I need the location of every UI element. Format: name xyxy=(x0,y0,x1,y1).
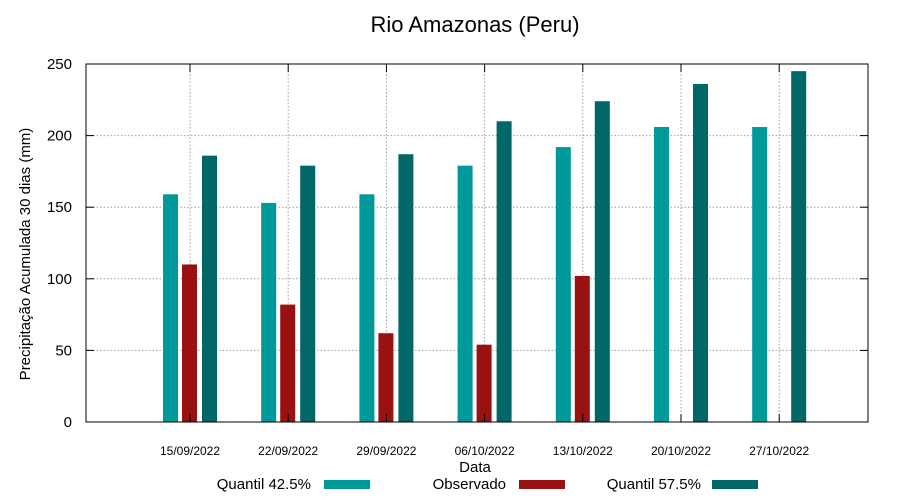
bar-quantil-42-5-3 xyxy=(457,165,473,422)
bar-quantil-42-5-0 xyxy=(163,194,178,422)
y-tick-label: 250 xyxy=(47,56,72,73)
bar-quantil-42-5-6 xyxy=(752,127,768,423)
x-tick-label: 29/09/2022 xyxy=(356,444,416,458)
bar-quantil-57-5-4 xyxy=(594,101,610,423)
x-axis-label: Data xyxy=(459,459,491,476)
legend-label: Quantil 42.5% xyxy=(217,476,311,493)
x-tick-label: 20/10/2022 xyxy=(651,444,711,458)
x-tick-label: 22/09/2022 xyxy=(258,444,318,458)
bar-quantil-57-5-0 xyxy=(202,155,217,422)
bar-observado-3 xyxy=(476,344,492,422)
legend-label: Observado xyxy=(433,476,506,493)
legend-swatch xyxy=(324,480,370,489)
plot-frame xyxy=(85,63,869,423)
y-axis-label: Precipitação Acumulada 30 dias (mm) xyxy=(17,128,34,381)
legend: Quantil 42.5% Observado Quantil 57.5% xyxy=(217,476,758,493)
bar-quantil-57-5-1 xyxy=(300,165,316,422)
bar-observado-2 xyxy=(378,333,394,422)
bar-observado-4 xyxy=(574,275,590,422)
bar-observado-1 xyxy=(280,304,296,422)
bar-quantil-42-5-5 xyxy=(654,127,669,423)
legend-label: Quantil 57.5% xyxy=(607,476,701,493)
y-tick-label: 200 xyxy=(47,128,72,145)
x-tick-label: 06/10/2022 xyxy=(455,444,515,458)
legend-swatch xyxy=(519,480,565,489)
bar-quantil-57-5-2 xyxy=(398,154,414,422)
bar-quantil-57-5-5 xyxy=(693,84,708,422)
bar-observado-0 xyxy=(182,264,197,422)
bars xyxy=(163,71,807,423)
x-tick-label: 27/10/2022 xyxy=(749,444,809,458)
y-tick-label: 0 xyxy=(64,414,72,431)
y-tick-label: 150 xyxy=(47,199,72,216)
y-tick-label: 50 xyxy=(55,342,72,359)
chart-title: Rio Amazonas (Peru) xyxy=(370,12,579,37)
x-tick-label: 15/09/2022 xyxy=(160,444,220,458)
bar-quantil-42-5-2 xyxy=(359,194,375,422)
bar-quantil-42-5-1 xyxy=(261,202,277,422)
bar-quantil-57-5-3 xyxy=(496,121,512,422)
y-tick-label: 100 xyxy=(47,271,72,288)
bar-quantil-42-5-4 xyxy=(555,147,571,422)
axis-ticks: 0 50 100 150 200 250 15/09/2022 22/09/2022 29/09… xyxy=(47,56,868,458)
legend-swatch xyxy=(712,480,758,489)
x-tick-label: 13/10/2022 xyxy=(553,444,613,458)
bar-quantil-57-5-6 xyxy=(791,71,807,422)
